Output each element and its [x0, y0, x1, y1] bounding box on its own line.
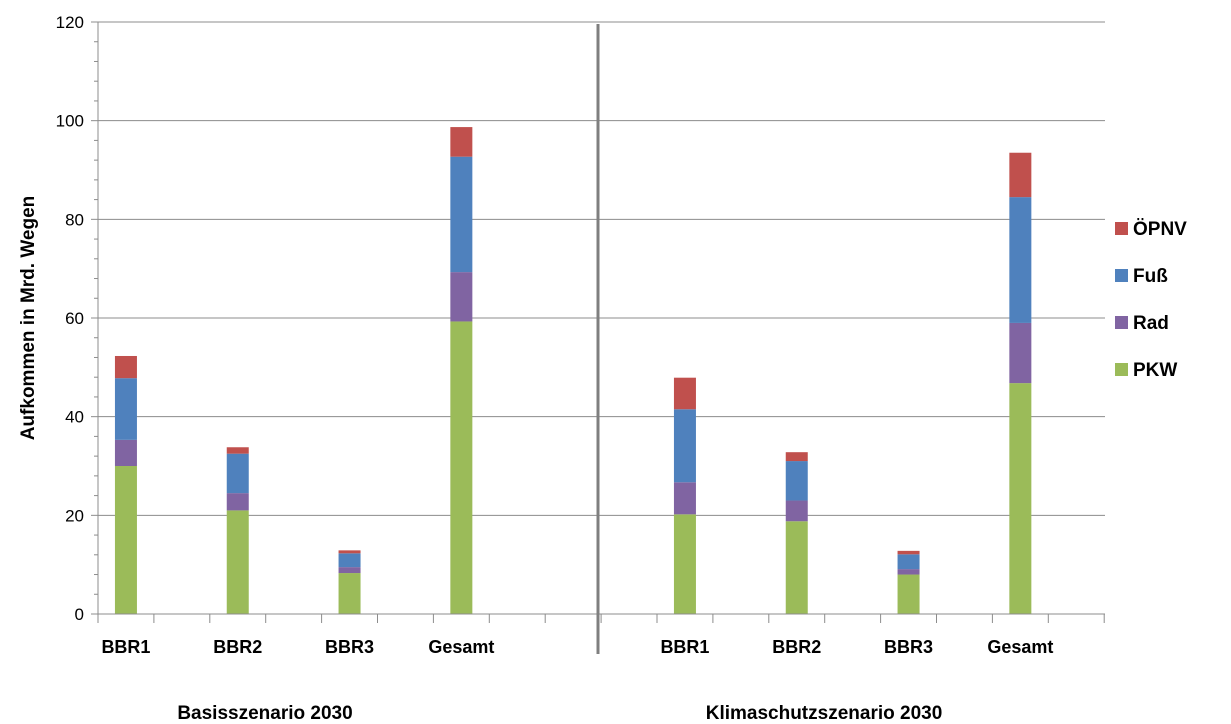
bar-segment-rad-bbr1 [114, 439, 137, 466]
x-category-label: Gesamt [428, 637, 494, 657]
bar-segment-pnv-bbr1 [673, 377, 696, 410]
bar-segment-pnv-gesamt [1009, 152, 1032, 198]
bars [114, 127, 1032, 614]
legend-swatch [1115, 222, 1128, 235]
y-axis-title: Aufkommen in Mrd. Wegen [18, 196, 39, 441]
bar-segment-pkw-bbr3 [338, 573, 361, 614]
bar-segment-pnv-bbr3 [897, 550, 920, 555]
x-category-label: BBR3 [325, 637, 374, 657]
legend-swatch [1115, 363, 1128, 376]
y-tick-label: 80 [65, 210, 84, 229]
legend-label: PKW [1133, 360, 1177, 381]
bar-segment-rad-gesamt [1009, 322, 1032, 384]
bar-segment-rad-bbr2 [785, 500, 808, 522]
gridlines [98, 21, 1105, 516]
x-category-label: BBR3 [884, 637, 933, 657]
bar-segment-fu-bbr2 [785, 461, 808, 501]
bar-segment-pkw-bbr1 [114, 466, 137, 614]
legend-swatch [1115, 269, 1128, 282]
group-label: Basisszenario 2030 [177, 703, 352, 724]
bar-segment-pnv-bbr2 [226, 447, 249, 454]
legend: ÖPNV Fuß Rad PKW [1115, 219, 1187, 381]
bar-segment-fu-gesamt [1009, 197, 1032, 323]
bar-segment-pkw-bbr3 [897, 574, 920, 614]
bar-segment-rad-bbr3 [338, 567, 361, 574]
bar-segment-pnv-bbr3 [338, 550, 361, 554]
x-category-label: BBR1 [660, 637, 709, 657]
axes [91, 21, 1105, 654]
legend-label: Fuß [1133, 266, 1168, 287]
y-tick-label: 20 [65, 506, 84, 525]
x-category-label: Gesamt [987, 637, 1053, 657]
legend-swatch [1115, 316, 1128, 329]
bar-segment-pnv-bbr2 [785, 452, 808, 462]
bar-segment-rad-bbr2 [226, 493, 249, 511]
bar-segment-pkw-gesamt [1009, 383, 1032, 614]
bar-segment-fu-bbr3 [897, 554, 920, 570]
bar-segment-pkw-bbr2 [785, 521, 808, 614]
bar-segment-rad-bbr1 [673, 482, 696, 515]
bar-segment-pnv-bbr1 [114, 355, 137, 379]
bar-segment-pkw-bbr2 [226, 510, 249, 614]
legend-label: ÖPNV [1133, 219, 1187, 240]
bar-segment-pnv-gesamt [450, 127, 473, 157]
x-category-label: BBR2 [772, 637, 821, 657]
bar-segment-fu-gesamt [450, 156, 473, 273]
bar-segment-fu-bbr3 [338, 553, 361, 568]
x-category-label: BBR2 [213, 637, 262, 657]
legend-label: Rad [1133, 313, 1169, 334]
bar-segment-rad-bbr3 [897, 569, 920, 575]
y-tick-label: 120 [56, 13, 84, 32]
y-tick-label: 100 [56, 112, 84, 131]
bar-segment-fu-bbr1 [114, 378, 137, 440]
y-tick-label: 0 [75, 605, 84, 624]
y-tick-label: 40 [65, 408, 84, 427]
bar-segment-fu-bbr2 [226, 453, 249, 494]
x-category-label: BBR1 [101, 637, 150, 657]
bar-segment-rad-gesamt [450, 272, 473, 322]
bar-segment-pkw-bbr1 [673, 514, 696, 614]
axis-labels: 0 20 40 60 80 100 120 BBR1 BBR2 BBR3 Gesamt Basissz… [18, 13, 1053, 724]
bar-segment-pkw-gesamt [450, 321, 473, 614]
group-label: Klimaschutzszenario 2030 [706, 703, 943, 724]
bar-segment-fu-bbr1 [673, 409, 696, 483]
y-tick-label: 60 [65, 309, 84, 328]
